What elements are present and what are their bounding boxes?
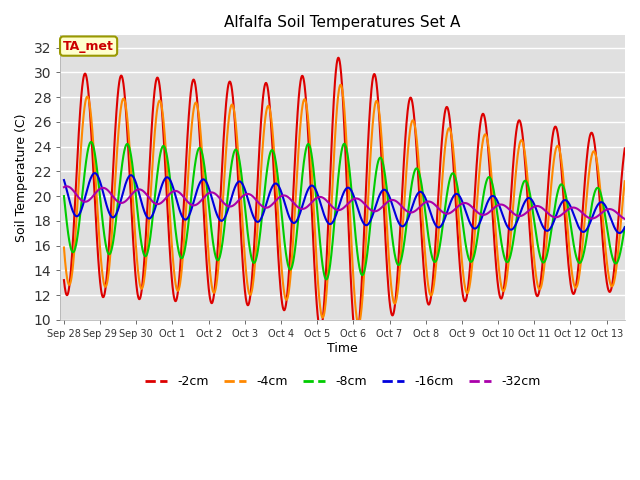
Y-axis label: Soil Temperature (C): Soil Temperature (C) bbox=[15, 113, 28, 242]
X-axis label: Time: Time bbox=[327, 342, 358, 355]
Title: Alfalfa Soil Temperatures Set A: Alfalfa Soil Temperatures Set A bbox=[225, 15, 461, 30]
Text: TA_met: TA_met bbox=[63, 39, 114, 53]
Legend: -2cm, -4cm, -8cm, -16cm, -32cm: -2cm, -4cm, -8cm, -16cm, -32cm bbox=[140, 370, 545, 393]
